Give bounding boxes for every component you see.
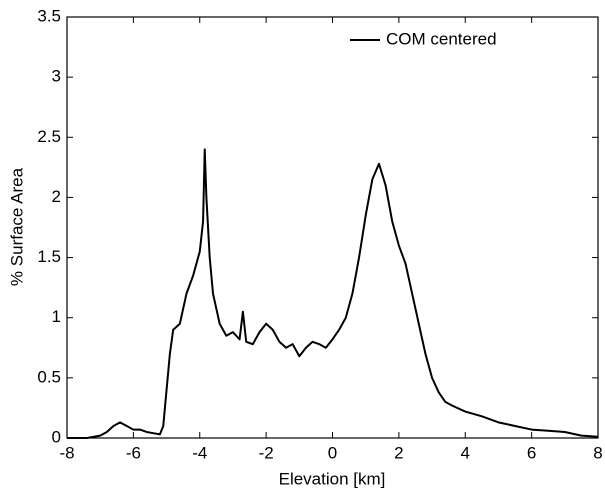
x-tick-label: -4 <box>192 443 207 462</box>
legend-label: COM centered <box>386 29 497 48</box>
x-tick-label: 2 <box>394 443 403 462</box>
x-axis-label: Elevation [km] <box>279 469 386 488</box>
y-tick-label: 0.5 <box>37 367 61 386</box>
y-tick-label: 0 <box>52 427 61 446</box>
x-tick-label: 4 <box>461 443 470 462</box>
y-tick-label: 2.5 <box>37 127 61 146</box>
y-axis-label: % Surface Area <box>7 167 26 286</box>
y-tick-label: 1.5 <box>37 247 61 266</box>
x-tick-label: 6 <box>527 443 536 462</box>
data-line <box>67 148 599 439</box>
x-tick-label: 8 <box>593 443 602 462</box>
plot-frame <box>66 16 599 439</box>
x-tick-label: -6 <box>126 443 141 462</box>
x-tick-label: -2 <box>259 443 274 462</box>
x-tick-label: -8 <box>59 443 74 462</box>
y-tick-label: 3.5 <box>37 6 61 25</box>
y-tick-label: 3 <box>52 67 61 86</box>
y-tick-label: 1 <box>52 307 61 326</box>
x-tick-label: 0 <box>328 443 337 462</box>
y-tick-label: 2 <box>52 187 61 206</box>
